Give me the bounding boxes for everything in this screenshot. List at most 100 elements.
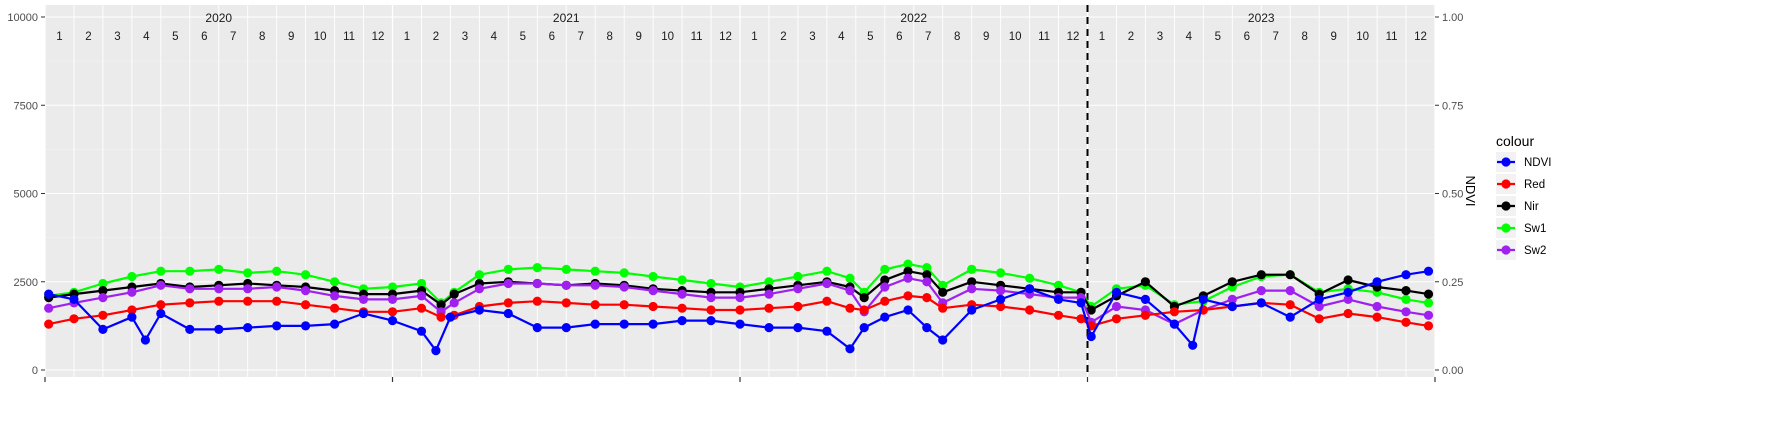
data-point [903,305,913,315]
month-label: 5 [520,31,526,43]
month-label: 10 [314,31,327,43]
data-point [1169,319,1179,329]
data-point [880,282,890,292]
data-point [677,303,687,313]
data-point [967,284,977,294]
data-point [156,308,166,319]
month-label: 8 [606,31,612,43]
data-point [561,264,571,274]
data-point [44,303,54,313]
data-point [474,284,484,294]
month-label: 1 [751,31,757,43]
data-point [561,280,571,290]
data-point [185,298,195,308]
data-point [793,323,803,333]
month-label: 4 [143,31,150,43]
y2-tick-label: 1.00 [1442,12,1463,24]
data-point [1227,301,1237,312]
data-point [1423,321,1434,331]
data-point [532,263,542,273]
data-point [706,278,716,289]
month-label: 3 [1157,31,1163,43]
data-point [503,298,513,308]
data-point [922,323,932,333]
data-point [1343,287,1353,297]
data-point [1285,270,1295,280]
data-point [1076,298,1086,308]
legend: colour NDVI Red Nir Sw1 Sw2 [1496,133,1551,260]
data-point [859,293,869,303]
data-point [1423,310,1434,320]
data-point [474,305,484,315]
y-tick-label: 0 [32,365,38,377]
data-point [922,293,932,303]
y2-tick-label: 0.00 [1442,365,1463,377]
data-point [764,289,774,299]
month-label: 9 [1330,31,1336,43]
y-tick-label: 2500 [14,277,38,289]
y2-tick-label: 0.75 [1442,100,1463,112]
year-label: 2022 [900,11,927,25]
data-point [1086,331,1096,342]
legend-label: Sw2 [1524,245,1546,257]
data-point [301,286,311,296]
data-point [98,278,108,289]
data-point [474,270,484,280]
y2-tick-label: 0.50 [1442,189,1463,201]
month-label: 10 [661,31,674,43]
data-point [590,300,600,310]
year-label: 2020 [205,11,232,25]
month-label: 2 [1128,31,1134,43]
data-point [996,301,1006,312]
data-point [938,280,948,290]
data-point [1053,280,1064,290]
data-point [532,323,542,333]
data-point [648,319,658,329]
data-point [845,344,855,354]
data-point [648,301,658,312]
data-point [1140,277,1150,287]
data-point [358,308,369,319]
data-point [648,271,658,282]
month-label: 7 [925,31,931,43]
data-point [436,312,446,322]
data-point [272,282,282,292]
data-point [416,303,427,313]
data-point [416,326,427,336]
data-point [1053,310,1064,320]
y-tick-label: 10000 [7,12,38,24]
data-point [69,294,79,304]
month-label: 1 [1099,31,1105,43]
y-tick-label: 7500 [14,100,38,112]
data-point [1372,312,1382,322]
data-point [44,289,54,299]
data-point [1314,301,1324,312]
data-point [1140,294,1150,304]
data-point [677,275,687,285]
data-point [214,324,224,334]
data-point [859,305,869,315]
data-point [416,278,427,289]
year-label: 2021 [553,11,580,25]
data-point [301,270,311,280]
data-point [822,278,832,289]
data-point [98,293,108,303]
data-point [590,266,600,276]
month-label: 3 [462,31,468,43]
data-point [243,284,253,294]
data-point [532,296,542,306]
month-label: 2 [780,31,786,43]
data-point [648,286,658,296]
data-point [98,324,108,334]
data-point [561,323,571,333]
data-point [706,316,716,326]
data-point [793,271,803,282]
data-point [845,286,855,296]
month-label: 5 [172,31,178,43]
data-point [706,305,716,315]
data-point [1227,294,1237,304]
data-point [967,277,977,287]
month-label: 5 [1215,31,1221,43]
data-point [677,289,687,299]
